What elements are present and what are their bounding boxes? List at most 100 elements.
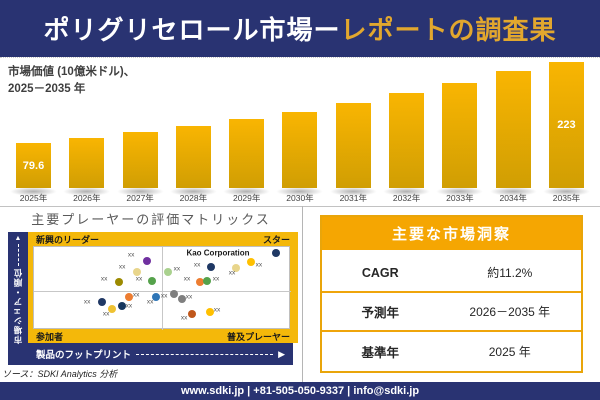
footer-contact-text: www.sdki.jp | +81-505-050-9337 | info@sd…: [180, 385, 420, 397]
matrix-dot-label: xx: [135, 275, 143, 283]
matrix-dot: [108, 305, 117, 313]
matrix-title: 主要プレーヤーの評価マトリックス: [31, 212, 271, 227]
bar-2032年: 2032年: [383, 58, 431, 204]
bar: [175, 126, 211, 188]
bar-shadow: [223, 187, 271, 196]
matrix-dot-label: xx: [255, 261, 263, 269]
row-value: 2025 年: [488, 345, 531, 359]
matrix-dot: [163, 268, 172, 276]
matrix-dot: [143, 257, 152, 265]
matrix-dot-label: xx: [180, 314, 188, 322]
page-title-main: ポリグリセロール市場ー: [43, 15, 341, 45]
bar-year-label: 2025年: [19, 193, 48, 203]
bar-year-label: 2028年: [179, 193, 208, 203]
bar-year-label: 2027年: [126, 193, 154, 203]
bar-shadow: [116, 187, 164, 196]
quadrant-label-pervasive-players: 普及プレーヤー: [226, 331, 290, 342]
matrix-dot-label: xx: [125, 302, 133, 310]
matrix-dot: [178, 295, 186, 303]
table-row-cagr: CAGR 約11.2%: [322, 254, 581, 293]
matrix-dot: [148, 277, 156, 285]
bar-shadow: [169, 187, 217, 196]
bar: 223: [548, 62, 584, 188]
bar-shadow: [542, 187, 590, 196]
bar-2034年: 2034年: [489, 58, 537, 204]
bar: 79.6: [16, 143, 51, 188]
matrix-dot: [170, 290, 179, 298]
table-row-forecast-years: 予測年 2026－2035 年: [322, 293, 581, 332]
bar-year-label: 2032年: [392, 193, 421, 203]
dashed-line-vertical: [17, 244, 19, 266]
matrix-dot-label: xx: [183, 275, 191, 283]
bar: [389, 93, 425, 188]
matrix-dot: [115, 278, 124, 286]
matrix-dot-label: xx: [127, 251, 135, 259]
insights-title: 主要な市場洞察: [322, 217, 581, 250]
chart-axis-title-line1: 市場価値 (10億米ドル)、: [8, 66, 136, 78]
matrix-dot: [188, 310, 197, 318]
footer-bar: www.sdki.jp | +81-505-050-9337 | info@sd…: [0, 382, 600, 400]
row-label: 基準年: [361, 346, 400, 360]
row-label: CAGR: [361, 265, 399, 280]
matrix-dot: [125, 293, 134, 301]
bar-shadow: [10, 187, 57, 196]
header-banner: ポリグリセロール市場ーレポートの調査果: [0, 0, 600, 57]
bar-2028年: 2028年: [169, 58, 217, 204]
dashed-line-horizontal: [136, 353, 274, 355]
quadrant-label-emerging-leaders: 新興のリーダー: [36, 234, 100, 245]
matrix-dot: [206, 308, 214, 316]
section-divider-horizontal: [0, 206, 600, 207]
bar-shadow: [63, 187, 111, 196]
matrix-dot-label: xx: [146, 298, 154, 306]
matrix-dot-label: xx: [185, 293, 193, 301]
matrix-dot: [152, 293, 161, 301]
bar: [442, 83, 478, 188]
matrix-dot: [117, 302, 126, 310]
bar-shadow: [436, 187, 484, 196]
matrix-dot-label: xx: [100, 275, 108, 283]
bar: [122, 132, 158, 188]
insights-panel: 主要な市場洞察 CAGR 約11.2% 予測年 2026－2035 年 基準年 …: [320, 215, 583, 373]
bar-shadow: [329, 187, 377, 196]
company-annotation: Kao Corporation: [186, 248, 250, 258]
bar-chart: 市場価値 (10億米ドル)、 2025－2035 年 79.6 2025年 20…: [0, 57, 600, 206]
insights-table: CAGR 約11.2% 予測年 2026－2035 年 基準年 2025 年: [322, 254, 581, 371]
matrix-dot-label: xx: [193, 261, 201, 269]
chart-axis-title: 市場価値 (10億米ドル)、 2025－2035 年: [8, 64, 135, 97]
bar: [282, 112, 318, 188]
quadrant-divider-vertical: [162, 247, 163, 330]
table-row-base-year: 基準年 2025 年: [322, 332, 581, 371]
matrix-top-band: 新興のリーダー スター: [28, 232, 298, 246]
matrix-x-axis-label: 製品のフットプリント: [36, 350, 132, 361]
bar-2027年: 2027年: [116, 58, 164, 204]
bar-year-label: 2034年: [499, 193, 527, 203]
matrix-dot-label: xx: [83, 298, 91, 306]
bar-2030年: 2030年: [276, 58, 324, 204]
matrix-x-axis: 製品のフットプリント ▶: [28, 343, 293, 365]
bar-series: 79.6 2025年 2026年 2027年 2028年: [10, 58, 590, 204]
matrix-dot-label: xx: [173, 265, 181, 273]
bar: [335, 103, 371, 188]
matrix-frame: 新興のリーダー スター xx xx xx xx xx xx xx xx xx xx xx xx xx xx…: [28, 232, 298, 343]
matrix-dot: [203, 277, 211, 285]
bar-year-label: 2026年: [73, 193, 101, 203]
arrow-up-icon: ▲: [14, 235, 22, 242]
row-value: 2026－2035 年: [469, 305, 551, 319]
source-note: ソース：SDKI Analytics 分析: [2, 369, 118, 379]
matrix-dot-label: xx: [118, 263, 126, 271]
quadrant-label-star: スター: [262, 234, 290, 245]
matrix-plot: xx xx xx xx xx xx xx xx xx xx xx xx xx xx xx xx xx xx xx Ka…: [33, 246, 291, 330]
bar-year-label: 2035年: [552, 193, 581, 203]
bar: [229, 119, 265, 188]
section-divider-vertical: [302, 206, 303, 382]
matrix-bottom-band: 参加者 普及プレーヤー: [28, 329, 298, 343]
quadrant-label-participants: 参加者: [36, 331, 64, 342]
matrix-y-axis-label: 市場シェア・順位: [13, 268, 23, 344]
bar-value-label: 79.6: [22, 159, 45, 172]
matrix-dot: [133, 268, 142, 276]
matrix-dot: [98, 298, 107, 306]
matrix-dot-label: xx: [132, 291, 140, 299]
matrix-dot: [272, 249, 281, 257]
bar-2029年: 2029年: [223, 58, 271, 204]
